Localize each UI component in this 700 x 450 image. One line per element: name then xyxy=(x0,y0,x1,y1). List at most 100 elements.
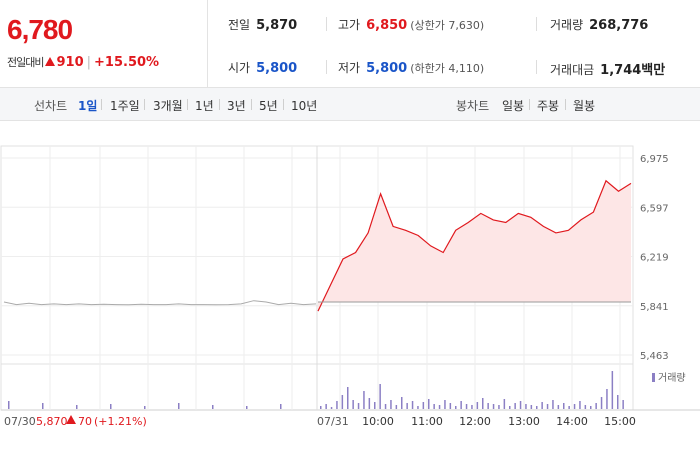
volume-bar xyxy=(428,399,430,409)
open-value: 5,800 xyxy=(256,61,298,76)
tab-1d[interactable]: 1일 xyxy=(78,99,98,113)
volume-label: 거래량 xyxy=(550,18,584,32)
volume-bar xyxy=(536,406,538,409)
volume-bar xyxy=(519,401,522,409)
tab-3m[interactable]: 3개월 xyxy=(153,99,183,113)
volume-bar xyxy=(590,406,592,409)
y-tick-label: 6,219 xyxy=(640,253,669,264)
volume-bar xyxy=(341,395,344,409)
volume-bar xyxy=(444,400,446,409)
prev-day-pct: (+1.21%) xyxy=(94,415,147,428)
change-label: 전일대비 xyxy=(7,56,44,69)
turnover-value: 1,744 xyxy=(600,63,642,78)
divider xyxy=(251,99,252,110)
volume-bar xyxy=(336,401,338,409)
volume-bar xyxy=(384,404,387,409)
volume-value: 268,776 xyxy=(589,18,649,33)
volume-bar xyxy=(368,398,371,409)
tab-5y[interactable]: 5년 xyxy=(259,99,278,113)
volume-bar xyxy=(476,402,479,409)
volume-bar xyxy=(212,405,214,409)
tab-monthly[interactable]: 월봉 xyxy=(573,99,596,113)
volume-bar xyxy=(530,405,533,409)
price-box: 6,780 전일대비 910 | +15.50% xyxy=(0,0,208,88)
prev-close-value: 5,870 xyxy=(256,18,298,33)
volume-bar xyxy=(374,402,376,409)
x-tick-label: 11:00 xyxy=(411,415,443,428)
x-tick-label: 10:00 xyxy=(362,415,394,428)
volume-bar xyxy=(110,404,112,409)
divider xyxy=(536,17,537,31)
volume: 거래량 268,776 xyxy=(550,16,648,33)
change-percent: +15.50% xyxy=(94,55,160,70)
y-axis: 6,975 6,597 6,219 5,841 5,463 xyxy=(640,154,669,362)
volume-bar xyxy=(606,389,608,409)
volume-bar xyxy=(401,397,403,409)
divider xyxy=(326,60,327,74)
change-value: 910 xyxy=(56,55,84,70)
prev-day-price: 5,870 xyxy=(36,415,68,428)
tab-1w[interactable]: 1주일 xyxy=(110,99,140,113)
x-axis: 10:00 11:00 12:00 13:00 14:00 15:00 xyxy=(362,415,636,428)
prev-day-change: 70 xyxy=(78,415,92,428)
volume-bar xyxy=(330,407,333,409)
upper-limit: (상한가 7,630) xyxy=(410,19,485,32)
volume-bar xyxy=(325,404,327,409)
y-tick-label: 5,841 xyxy=(640,302,669,313)
volume-bar xyxy=(417,406,419,409)
open-label: 시가 xyxy=(228,61,251,75)
volume-bar xyxy=(503,399,506,409)
volume-bar xyxy=(552,400,554,409)
y-tick-label: 6,975 xyxy=(640,154,669,165)
x-tick-label: 13:00 xyxy=(508,415,540,428)
turnover-unit: 백만 xyxy=(641,63,666,78)
lower-limit: (하한가 4,110) xyxy=(410,62,485,75)
turnover: 거래대금 1,744백만 xyxy=(550,59,665,78)
y-tick-label: 6,597 xyxy=(640,203,669,214)
volume-bar xyxy=(320,406,322,409)
volume-bar xyxy=(455,406,457,409)
volume-bar xyxy=(617,395,619,409)
divider xyxy=(326,17,327,31)
volume-bar xyxy=(42,403,44,409)
volume-bar xyxy=(178,403,180,409)
volume-bar xyxy=(514,403,516,409)
quote-summary: 6,780 전일대비 910 | +15.50% 전일 5,870 고가 6,850 (상한… xyxy=(0,0,700,88)
volume-bar xyxy=(525,404,527,409)
volume-bar xyxy=(8,401,10,409)
line-chart-label: 선차트 xyxy=(34,99,68,113)
divider xyxy=(565,99,566,110)
divider: | xyxy=(86,55,92,70)
volume-bar xyxy=(579,401,581,409)
tab-weekly[interactable]: 주봉 xyxy=(537,99,560,113)
divider xyxy=(283,99,284,110)
volume-legend: 거래량 xyxy=(658,372,686,384)
volume-bar xyxy=(492,404,495,409)
tab-3y[interactable]: 3년 xyxy=(227,99,246,113)
volume-bar xyxy=(568,406,570,409)
volume-bar xyxy=(76,405,78,409)
prev-day-label: 07/30 xyxy=(4,415,36,428)
prev-close: 전일 5,870 xyxy=(228,16,297,33)
divider xyxy=(144,99,145,110)
turnover-label: 거래대금 xyxy=(550,63,595,77)
volume-bar xyxy=(471,405,473,409)
tab-daily[interactable]: 일봉 xyxy=(502,99,525,113)
tab-1y[interactable]: 1년 xyxy=(195,99,214,113)
volume-bar xyxy=(541,402,543,409)
volume-bar xyxy=(465,404,468,409)
divider xyxy=(187,99,188,110)
volume-bar xyxy=(433,404,435,409)
x-tick-label: 12:00 xyxy=(459,415,491,428)
volume-bar xyxy=(357,403,360,409)
tab-10y[interactable]: 10년 xyxy=(291,99,318,113)
volume-bar xyxy=(395,405,398,409)
volume-bar xyxy=(379,384,381,409)
volume-bar xyxy=(563,403,565,409)
open-price: 시가 5,800 xyxy=(228,59,297,76)
volume-bar xyxy=(573,404,576,409)
volume-bar xyxy=(280,404,282,409)
divider xyxy=(219,99,220,110)
volume-bar xyxy=(246,406,248,409)
